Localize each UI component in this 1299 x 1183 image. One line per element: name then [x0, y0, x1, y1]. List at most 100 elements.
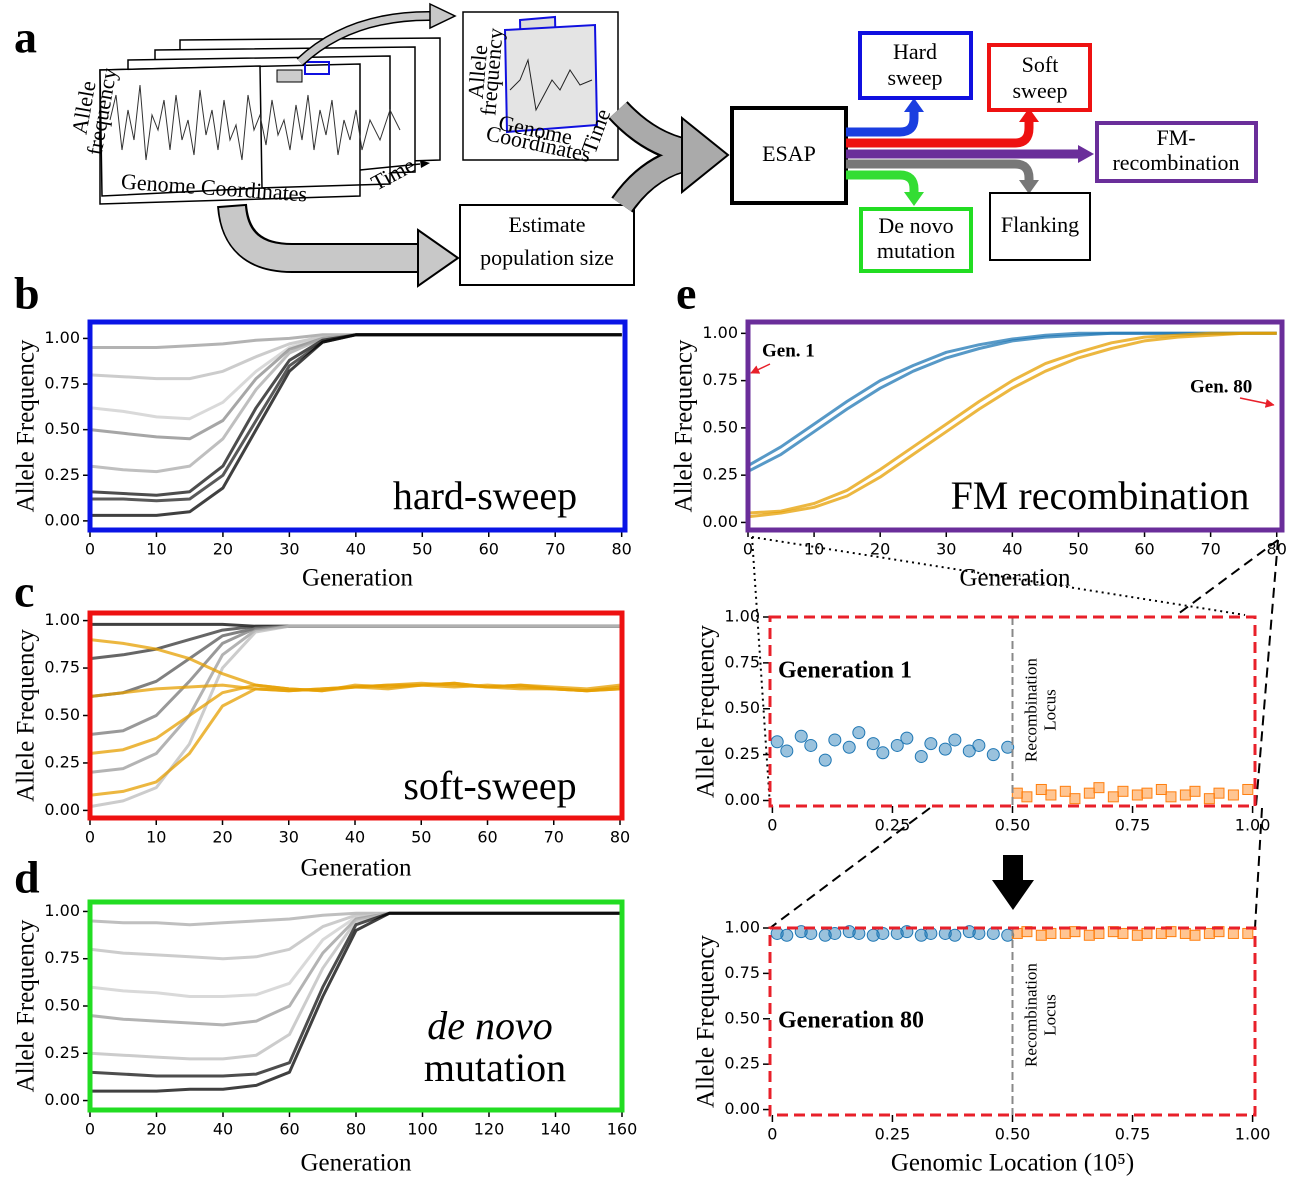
x-tick-label: 40: [345, 828, 365, 847]
y-axis-label: Allele Frequency: [13, 629, 40, 802]
y-tick-label: 0.50: [44, 419, 80, 438]
panel-label: a: [14, 12, 37, 63]
plot-stack: [99, 37, 441, 205]
point: [818, 753, 832, 767]
point: [1107, 791, 1119, 803]
series-line: [747, 331, 1277, 468]
point: [1001, 928, 1015, 942]
point: [962, 744, 976, 758]
y-tick-label: 0.75: [44, 948, 80, 967]
point: [914, 928, 928, 942]
y-tick-label: 0.50: [44, 996, 80, 1015]
y-tick-label: 0.50: [44, 705, 80, 724]
annotation: FM recombination: [951, 473, 1250, 518]
output-box: [989, 192, 1091, 261]
y-tick-label: 1.00: [44, 901, 80, 920]
point: [1093, 927, 1105, 939]
series-line: [90, 333, 622, 349]
panel-label: c: [14, 566, 34, 617]
y-tick-label: 1.00: [724, 918, 760, 937]
point: [900, 731, 914, 745]
x-tick-label: 80: [611, 540, 631, 559]
x-tick-label: 40: [346, 540, 366, 559]
y-tick-label: 1.00: [702, 323, 738, 342]
x-tick-label: 50: [1068, 540, 1088, 559]
box-label: Flanking: [1001, 212, 1079, 237]
point: [914, 749, 928, 763]
x-tick-label: 10: [146, 540, 166, 559]
annotation: de novo: [427, 1003, 553, 1048]
point: [1069, 926, 1081, 938]
point: [794, 729, 808, 743]
box-label: recombination: [1112, 150, 1239, 175]
x-tick-label: 160: [607, 1120, 638, 1139]
point: [1242, 927, 1254, 939]
point: [1227, 927, 1239, 939]
point: [1001, 740, 1015, 754]
plot-frame: [87, 899, 625, 1113]
series-line: [89, 333, 622, 441]
point: [1059, 785, 1071, 797]
y-axis-label: Allele Frequency: [13, 919, 40, 1092]
x-tick-label: 140: [540, 1120, 571, 1139]
y-tick-label: 1.00: [44, 610, 80, 629]
y-tick-label: 0.00: [44, 800, 80, 819]
point: [1203, 793, 1215, 805]
point: [1213, 787, 1225, 799]
point: [1035, 783, 1047, 795]
x-tick-label: 0.75: [1115, 1125, 1151, 1144]
x-tick-label: 70: [1200, 540, 1220, 559]
x-tick-label: 20: [213, 540, 233, 559]
point: [1155, 783, 1167, 795]
y-axis-label: Allele Frequency: [693, 935, 720, 1108]
x-tick-label: 30: [279, 540, 299, 559]
x-tick-label: 0.25: [875, 1125, 911, 1144]
point: [1141, 927, 1153, 939]
point: [1117, 927, 1129, 939]
plot-frame: [768, 926, 1257, 1117]
point: [1083, 787, 1095, 799]
box-label: sweep: [1013, 78, 1068, 103]
series-line: [89, 333, 622, 474]
y-tick-label: 0.00: [724, 1099, 760, 1118]
plot-frame: [87, 610, 625, 821]
marker-arrow: [1239, 397, 1275, 408]
series-line: [89, 333, 622, 497]
point: [842, 740, 856, 754]
point: [1203, 927, 1215, 939]
plot-frame: [87, 319, 628, 533]
y-tick-label: 0.25: [724, 744, 760, 763]
locus-label: Locus: [1040, 994, 1059, 1036]
y-axis-label: Allele Frequency: [693, 625, 720, 798]
series-line: [747, 331, 1277, 515]
marker-label: Gen. 80: [1190, 376, 1252, 397]
point: [1179, 789, 1191, 801]
connectors: [751, 536, 1279, 929]
y-tick-label: 1.00: [44, 328, 80, 347]
x-axis-label: Generation: [300, 855, 412, 882]
annotation: soft-sweep: [403, 763, 576, 808]
x-tick-label: 0: [85, 828, 95, 847]
point: [828, 926, 842, 940]
locus-label: Recombination: [1021, 963, 1040, 1067]
point: [1059, 927, 1071, 939]
box-label: population size: [480, 245, 614, 270]
point: [1045, 927, 1057, 939]
x-tick-label: 30: [279, 828, 299, 847]
x-tick-label: 0: [743, 540, 753, 559]
point: [852, 726, 866, 740]
point: [780, 928, 794, 942]
point: [924, 737, 938, 751]
panel-label: e: [676, 268, 696, 319]
annotation: mutation: [424, 1045, 566, 1090]
point: [1035, 929, 1047, 941]
y-tick-label: 0.00: [44, 510, 80, 529]
series-line: [89, 333, 622, 381]
x-tick-label: 100: [407, 1120, 438, 1139]
series-line: [747, 331, 1277, 519]
box-label: Hard: [893, 39, 937, 64]
axis-label: Allele: [463, 44, 493, 100]
point: [1131, 929, 1143, 941]
y-tick-label: 0.25: [44, 1043, 80, 1062]
series-line: [89, 683, 621, 797]
